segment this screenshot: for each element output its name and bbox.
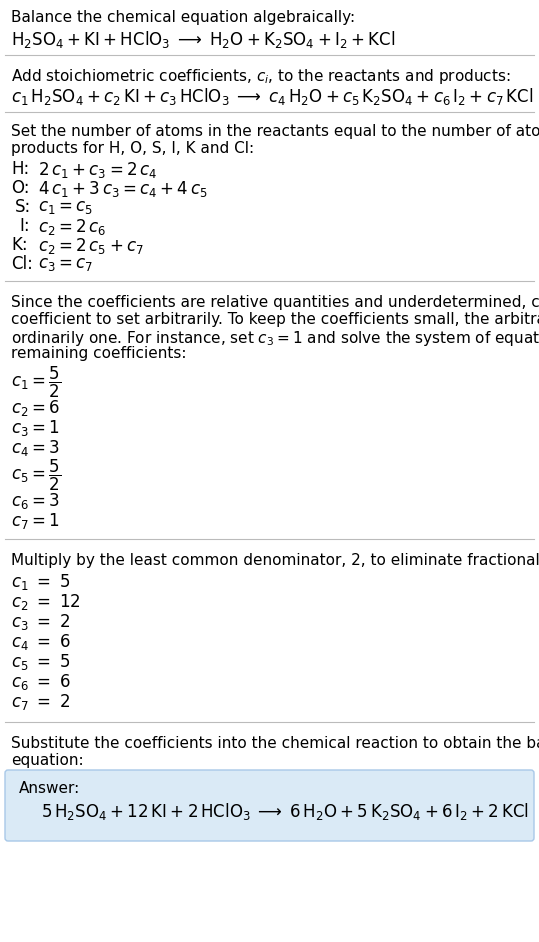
Text: $c_6$ $= $ $6$: $c_6$ $= $ $6$ [11, 672, 71, 692]
Text: $c_1$ $= $ $5$: $c_1$ $= $ $5$ [11, 572, 70, 592]
Text: Cl:: Cl: [11, 255, 33, 273]
Text: Add stoichiometric coefficients, $c_i$, to the reactants and products:: Add stoichiometric coefficients, $c_i$, … [11, 67, 510, 86]
Text: Substitute the coefficients into the chemical reaction to obtain the balanced: Substitute the coefficients into the che… [11, 736, 539, 751]
Text: $c_3$ $= $ $2$: $c_3$ $= $ $2$ [11, 612, 70, 632]
Text: $c_1 = \dfrac{5}{2}$: $c_1 = \dfrac{5}{2}$ [11, 365, 61, 400]
Text: $\mathrm{H_2SO_4 + KI + HClO_3 \;\longrightarrow\; H_2O + K_2SO_4 + I_2 + KCl}$: $\mathrm{H_2SO_4 + KI + HClO_3 \;\longri… [11, 29, 395, 50]
Text: $c_3 = 1$: $c_3 = 1$ [11, 418, 60, 438]
Text: $2\,c_1 + c_3 = 2\,c_4$: $2\,c_1 + c_3 = 2\,c_4$ [38, 160, 157, 180]
Text: remaining coefficients:: remaining coefficients: [11, 346, 186, 361]
Text: $c_7 = 1$: $c_7 = 1$ [11, 511, 60, 531]
Text: $c_2$ $= $ $12$: $c_2$ $= $ $12$ [11, 592, 81, 612]
Text: S:: S: [15, 198, 31, 216]
Text: $c_6 = 3$: $c_6 = 3$ [11, 491, 60, 511]
Text: $4\,c_1 + 3\,c_3 = c_4 + 4\,c_5$: $4\,c_1 + 3\,c_3 = c_4 + 4\,c_5$ [38, 179, 208, 199]
Text: $c_3 = c_7$: $c_3 = c_7$ [38, 255, 93, 273]
Text: Since the coefficients are relative quantities and underdetermined, choose a: Since the coefficients are relative quan… [11, 295, 539, 310]
Text: Set the number of atoms in the reactants equal to the number of atoms in the: Set the number of atoms in the reactants… [11, 124, 539, 139]
Text: $c_2 = 2\,c_5 + c_7$: $c_2 = 2\,c_5 + c_7$ [38, 236, 144, 256]
Text: equation:: equation: [11, 753, 84, 768]
Text: $c_7$ $= $ $2$: $c_7$ $= $ $2$ [11, 692, 70, 712]
Text: $c_5 = \dfrac{5}{2}$: $c_5 = \dfrac{5}{2}$ [11, 458, 61, 494]
Text: I:: I: [19, 217, 30, 235]
Text: $c_2 = 6$: $c_2 = 6$ [11, 398, 60, 418]
Text: K:: K: [11, 236, 27, 254]
Text: H:: H: [11, 160, 29, 178]
Text: Answer:: Answer: [19, 781, 80, 796]
Text: $5\,\mathrm{H_2SO_4} + 12\,\mathrm{KI} + 2\,\mathrm{HClO_3} \;\longrightarrow\; : $5\,\mathrm{H_2SO_4} + 12\,\mathrm{KI} +… [41, 801, 529, 822]
Text: $c_1 = c_5$: $c_1 = c_5$ [38, 198, 93, 216]
FancyBboxPatch shape [5, 770, 534, 841]
Text: coefficient to set arbitrarily. To keep the coefficients small, the arbitrary va: coefficient to set arbitrarily. To keep … [11, 312, 539, 327]
Text: $c_5$ $= $ $5$: $c_5$ $= $ $5$ [11, 652, 70, 672]
Text: Multiply by the least common denominator, 2, to eliminate fractional coefficient: Multiply by the least common denominator… [11, 553, 539, 568]
Text: ordinarily one. For instance, set $c_3 = 1$ and solve the system of equations fo: ordinarily one. For instance, set $c_3 =… [11, 329, 539, 348]
Text: $c_2 = 2\,c_6$: $c_2 = 2\,c_6$ [38, 217, 107, 237]
Text: products for H, O, S, I, K and Cl:: products for H, O, S, I, K and Cl: [11, 141, 254, 156]
Text: $c_4$ $= $ $6$: $c_4$ $= $ $6$ [11, 632, 71, 652]
Text: $c_4 = 3$: $c_4 = 3$ [11, 438, 60, 458]
Text: O:: O: [11, 179, 30, 197]
Text: Balance the chemical equation algebraically:: Balance the chemical equation algebraica… [11, 10, 355, 25]
Text: $c_1\,\mathrm{H_2SO_4} + c_2\,\mathrm{KI} + c_3\,\mathrm{HClO_3} \;\longrightarr: $c_1\,\mathrm{H_2SO_4} + c_2\,\mathrm{KI… [11, 86, 534, 107]
